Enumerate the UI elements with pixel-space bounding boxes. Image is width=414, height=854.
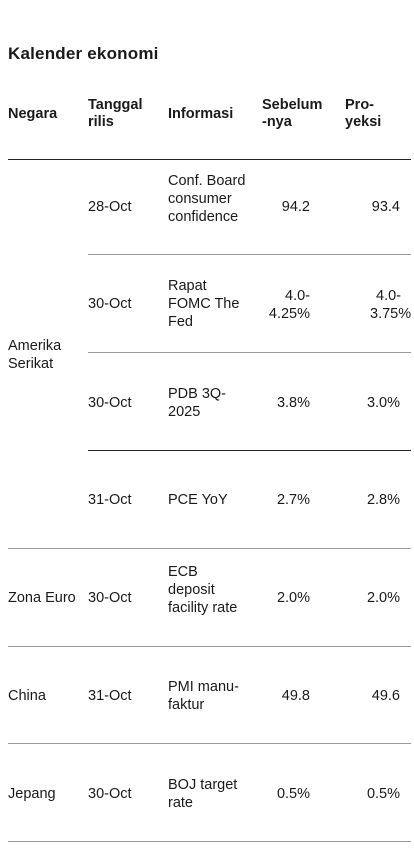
table-bottom-divider xyxy=(8,841,411,842)
row-previous: 2.7% xyxy=(276,492,310,508)
country-zona-euro: Zona Euro xyxy=(8,590,76,606)
header-country: Negara xyxy=(8,106,58,122)
page-title: Kalender ekonomi xyxy=(8,44,159,63)
header-divider xyxy=(8,159,411,160)
row-date: 28-Oct xyxy=(88,199,132,215)
country-amerika-serikat: Amerika Serikat xyxy=(8,338,62,372)
row-previous: 3.8% xyxy=(276,395,310,411)
row-previous: 94.2 xyxy=(281,199,310,215)
row-info: Conf. Board consumer confidence xyxy=(168,173,246,225)
row-divider xyxy=(88,352,411,353)
header-date: Tanggal rilis xyxy=(88,97,143,130)
row-previous: 4.0- 4.25% xyxy=(268,288,310,322)
row-previous: 0.5% xyxy=(276,786,310,802)
row-date: 31-Oct xyxy=(88,492,132,508)
country-jepang: Jepang xyxy=(8,786,56,802)
row-info: ECB deposit facility rate xyxy=(168,564,238,616)
row-projection: 49.6 xyxy=(371,688,400,704)
header-info: Informasi xyxy=(168,106,234,122)
row-info: PMI manu- faktur xyxy=(168,679,239,713)
row-previous: 2.0% xyxy=(276,590,310,606)
row-divider xyxy=(88,450,411,451)
row-date: 30-Oct xyxy=(88,786,132,802)
row-date: 31-Oct xyxy=(88,688,132,704)
row-info: PCE YoY xyxy=(168,492,228,508)
row-date: 30-Oct xyxy=(88,296,132,312)
country-china: China xyxy=(8,688,46,704)
row-projection: 93.4 xyxy=(371,199,400,215)
row-projection: 3.0% xyxy=(366,395,400,411)
row-previous: 49.8 xyxy=(281,688,310,704)
row-date: 30-Oct xyxy=(88,590,132,606)
row-divider xyxy=(88,254,411,255)
row-projection: 4.0- 3.75% xyxy=(370,288,412,322)
group-divider xyxy=(8,646,411,647)
header-previous: Sebelum -nya xyxy=(262,97,323,130)
row-info: Rapat FOMC The Fed xyxy=(168,278,240,330)
row-projection: 0.5% xyxy=(366,786,400,802)
row-date: 30-Oct xyxy=(88,395,132,411)
row-projection: 2.0% xyxy=(366,590,400,606)
header-projection: Pro- yeksi xyxy=(345,97,382,130)
group-divider xyxy=(8,743,411,744)
row-info: BOJ target rate xyxy=(168,777,238,811)
group-divider xyxy=(8,548,411,549)
row-projection: 2.8% xyxy=(366,492,400,508)
row-info: PDB 3Q- 2025 xyxy=(168,386,227,420)
